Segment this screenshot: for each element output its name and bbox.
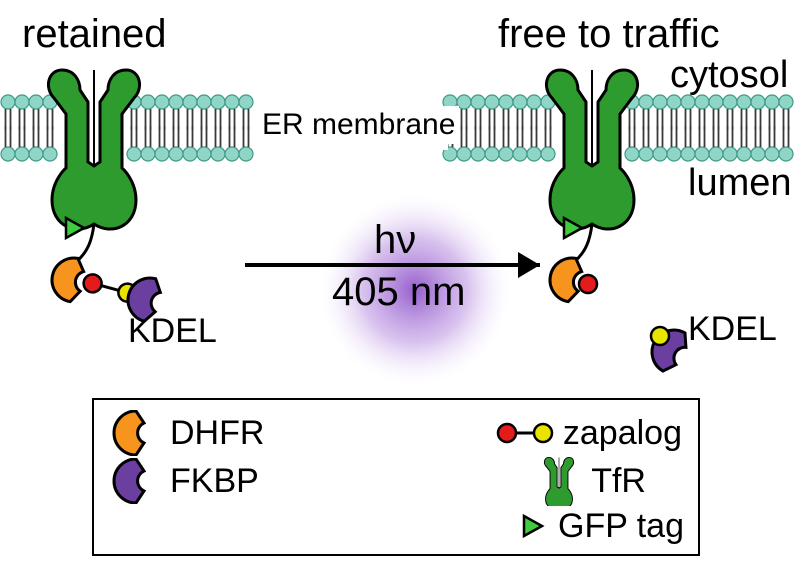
diagram-canvas: retained free to traffic cytosol ER memb… — [0, 0, 800, 566]
wavelength-label: 405 nm — [332, 270, 465, 315]
tfr-left — [48, 70, 139, 229]
kdel-left-label: KDEL — [128, 312, 217, 351]
legend-fkbp-label: FKBP — [170, 462, 259, 501]
legend-fkbp: FKBP — [110, 458, 259, 504]
fkbp-icon — [110, 458, 162, 504]
legend-zapalog-label: zapalog — [563, 414, 682, 453]
legend-tfr: TfR — [535, 456, 646, 506]
kdel-right-label: KDEL — [688, 310, 777, 349]
legend-box: DHFR zapalog FKBP TfR GFP tag — [92, 398, 700, 556]
gfp-icon — [514, 512, 550, 540]
lumen-label: lumen — [688, 162, 792, 205]
free-to-traffic-label: free to traffic — [498, 12, 720, 57]
zapalog-icon — [495, 418, 555, 448]
right-assembly — [547, 218, 692, 375]
tfr-icon — [535, 456, 583, 506]
dhfr-icon — [110, 410, 162, 456]
hv-label: hν — [374, 218, 416, 263]
tfr-right — [546, 70, 637, 229]
legend-gfp-label: GFP tag — [558, 507, 684, 546]
cytosol-label: cytosol — [670, 54, 788, 97]
er-membrane-label: ER membrane — [258, 106, 459, 144]
retained-label: retained — [22, 12, 167, 57]
legend-tfr-label: TfR — [591, 462, 646, 501]
legend-zapalog: zapalog — [495, 414, 682, 453]
legend-dhfr-label: DHFR — [170, 414, 264, 453]
legend-dhfr: DHFR — [110, 410, 264, 456]
left-assembly — [49, 218, 164, 323]
legend-gfp: GFP tag — [514, 507, 684, 546]
